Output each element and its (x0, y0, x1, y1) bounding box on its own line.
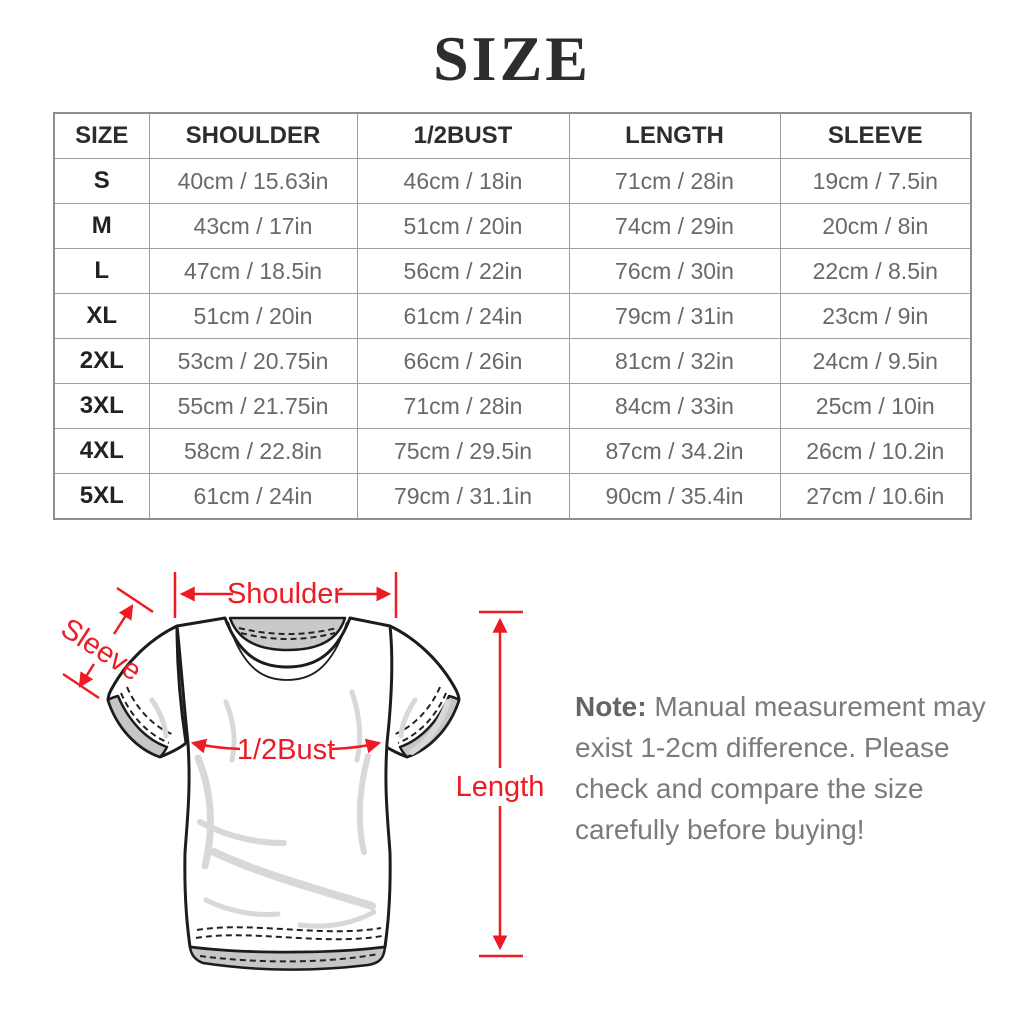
length-cell: 90cm / 35.4in (568, 473, 781, 520)
length-label: Length (456, 771, 545, 803)
sleeve-cell: 22cm / 8.5in (779, 248, 972, 294)
cuff-stitch (120, 692, 170, 744)
length-cell: 81cm / 32in (568, 338, 781, 384)
length-dimension: Length (456, 610, 545, 958)
sleeve-cell: 25cm / 10in (779, 383, 972, 429)
bust-label: 1/2Bust (237, 734, 335, 766)
tshirt-measure-diagram: Shoulder Sleeve 1/2Bust (55, 572, 545, 971)
note-body: Manual measurement may exist 1-2cm diffe… (575, 691, 986, 845)
shoulder-cell: 47cm / 18.5in (148, 248, 358, 294)
sleeve-cell: 20cm / 8in (779, 203, 972, 249)
length-cell: 87cm / 34.2in (568, 428, 781, 474)
shoulder-dimension: Shoulder (173, 572, 398, 618)
table-row: 5XL 61cm / 24in 79cm / 31.1in 90cm / 35.… (53, 473, 972, 520)
bust-cell: 61cm / 24in (356, 293, 570, 339)
hem-stitch (196, 926, 382, 933)
shoulder-cell: 40cm / 15.63in (148, 158, 358, 204)
note-label: Note: (575, 691, 647, 722)
shoulder-cell: 43cm / 17in (148, 203, 358, 249)
length-cell: 74cm / 29in (568, 203, 781, 249)
table-row: 3XL 55cm / 21.75in 71cm / 28in 84cm / 33… (53, 383, 972, 429)
size-cell: L (53, 248, 150, 294)
table-row: 2XL 53cm / 20.75in 66cm / 26in 81cm / 32… (53, 338, 972, 384)
col-header-size: SIZE (53, 112, 150, 159)
sleeve-cell: 26cm / 10.2in (779, 428, 972, 474)
shoulder-cell: 51cm / 20in (148, 293, 358, 339)
neck-topstitch (227, 621, 348, 681)
hem-stitch (195, 934, 383, 941)
hem-band (188, 945, 387, 971)
table-row: L 47cm / 18.5in 56cm / 22in 76cm / 30in … (53, 248, 972, 294)
collar-tape-stitch (240, 632, 336, 640)
bust-cell: 71cm / 28in (356, 383, 570, 429)
bust-cell: 46cm / 18in (356, 158, 570, 204)
sleeve-cell: 27cm / 10.6in (779, 473, 972, 520)
col-header-sleeve: SLEEVE (779, 112, 972, 159)
cuff-stitch (126, 686, 175, 736)
col-header-length: LENGTH (568, 112, 781, 159)
shoulder-label: Shoulder (227, 578, 343, 610)
hem-stitch (199, 953, 379, 963)
sleeve-label: Sleeve (55, 612, 147, 687)
size-cell: 2XL (53, 338, 150, 384)
measurement-note: Note: Manual measurement may exist 1-2cm… (575, 686, 1020, 850)
sleeve-cell: 23cm / 9in (779, 293, 972, 339)
bust-cell: 51cm / 20in (356, 203, 570, 249)
col-header-bust: 1/2BUST (356, 112, 570, 159)
length-cell: 84cm / 33in (568, 383, 781, 429)
wrinkle-shading (149, 689, 451, 929)
bust-dimension: 1/2Bust (190, 734, 382, 766)
bust-cell: 79cm / 31.1in (356, 473, 570, 520)
table-row: M 43cm / 17in 51cm / 20in 74cm / 29in 20… (53, 203, 972, 249)
table-row: S 40cm / 15.63in 46cm / 18in 71cm / 28in… (53, 158, 972, 204)
shirt-body (175, 616, 394, 954)
sleeve-cell: 19cm / 7.5in (779, 158, 972, 204)
bust-cell: 66cm / 26in (356, 338, 570, 384)
length-cell: 76cm / 30in (568, 248, 781, 294)
bust-cell: 75cm / 29.5in (356, 428, 570, 474)
size-cell: XL (53, 293, 150, 339)
shoulder-cell: 61cm / 24in (148, 473, 358, 520)
size-table: SIZE SHOULDER 1/2BUST LENGTH SLEEVE S 40… (53, 112, 972, 520)
size-cell: S (53, 158, 150, 204)
shoulder-cell: 58cm / 22.8in (148, 428, 358, 474)
size-cell: M (53, 203, 150, 249)
shoulder-cell: 53cm / 20.75in (148, 338, 358, 384)
tshirt-illustration (106, 616, 461, 971)
col-header-shoulder: SHOULDER (148, 112, 358, 159)
size-cell: 5XL (53, 473, 150, 520)
cuff-stitch (392, 686, 441, 736)
sleeve-cell: 24cm / 9.5in (779, 338, 972, 384)
length-cell: 79cm / 31in (568, 293, 781, 339)
page-title: SIZE (433, 23, 591, 94)
table-row: XL 51cm / 20in 61cm / 24in 79cm / 31in 2… (53, 293, 972, 339)
table-header-row: SIZE SHOULDER 1/2BUST LENGTH SLEEVE (53, 112, 972, 159)
table-row: 4XL 58cm / 22.8in 75cm / 29.5in 87cm / 3… (53, 428, 972, 474)
size-cell: 3XL (53, 383, 150, 429)
shoulder-cell: 55cm / 21.75in (148, 383, 358, 429)
collar-inner (228, 616, 347, 652)
length-cell: 71cm / 28in (568, 158, 781, 204)
bust-cell: 56cm / 22in (356, 248, 570, 294)
size-cell: 4XL (53, 428, 150, 474)
cuff-stitch (397, 692, 447, 744)
cuff-left (106, 694, 169, 759)
